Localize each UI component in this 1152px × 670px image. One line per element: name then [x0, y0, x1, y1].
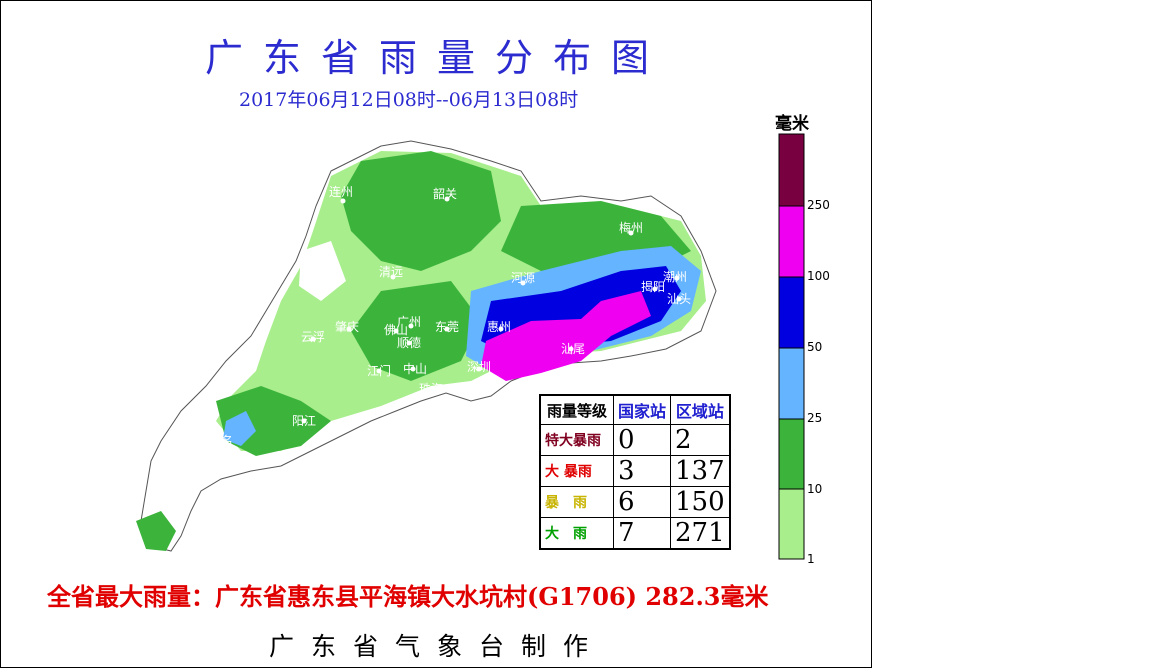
stats-row: 特大暴雨 0 2	[539, 424, 731, 456]
city-label: 云浮	[301, 330, 325, 344]
regional-count: 137	[670, 455, 731, 487]
legend-colorbar	[778, 133, 805, 560]
legend-tick: 100	[807, 269, 830, 283]
legend-tick: 25	[807, 411, 823, 425]
city-label: 梅州	[619, 220, 643, 235]
city-label: 汕头	[667, 292, 691, 306]
stats-header-row: 雨量等级 国家站 区域站	[539, 394, 731, 425]
regional-count: 271	[670, 517, 731, 550]
level-label: 暴 雨	[539, 486, 614, 518]
stats-row: 大 暴雨 3 137	[539, 455, 731, 487]
stats-row: 大 雨 7 271	[539, 517, 731, 550]
legend-swatch-6	[778, 133, 805, 207]
rain-zone-magenta	[481, 291, 651, 381]
city-label: 佛山	[384, 323, 408, 337]
max-rainfall-note: 全省最大雨量：广东省惠东县平海镇大水坑村(G1706) 282.3毫米	[47, 582, 769, 611]
time-range: 2017年06月12日08时--06月13日08时	[239, 89, 579, 111]
national-count: 7	[612, 517, 672, 550]
city-label: 汕尾	[561, 342, 585, 356]
rain-zone-west-blue	[223, 411, 256, 446]
city-label: 东莞	[435, 320, 459, 334]
city-label: 湛江	[173, 472, 197, 486]
legend-tick: 10	[807, 482, 823, 496]
city-label: 连州	[329, 184, 353, 199]
legend-tick: 1	[807, 552, 815, 566]
city-label: 珠海	[419, 381, 443, 396]
header-regional: 区域站	[670, 394, 731, 425]
city-label: 韶关	[433, 186, 457, 201]
city-label: 茂名	[209, 433, 233, 448]
level-label: 特大暴雨	[539, 424, 614, 456]
legend-swatch-3	[778, 347, 805, 420]
city-label: 江门	[367, 363, 391, 378]
rain-zone-green-center	[351, 281, 481, 381]
stats-row: 暴 雨 6 150	[539, 486, 731, 518]
city-label: 广州	[397, 315, 421, 329]
regional-count: 2	[670, 424, 731, 456]
level-label: 大 暴雨	[539, 455, 614, 487]
regional-count: 150	[670, 486, 731, 518]
rain-zone-green-north	[341, 151, 501, 271]
city-label: 阳江	[292, 414, 316, 428]
legend-swatch-4	[778, 276, 805, 349]
rain-zone-south-island	[136, 511, 176, 551]
legend-unit: 毫米	[775, 114, 809, 134]
city-label: 深圳	[467, 360, 491, 374]
rain-zone-nodata-west	[299, 241, 346, 301]
city-label: 肇庆	[335, 319, 359, 334]
rainfall-stats-table: 雨量等级 国家站 区域站 特大暴雨 0 2 大 暴雨 3 137 暴 雨 6 1…	[539, 394, 731, 550]
rainfall-map: 连州 韶关 梅州 河源 清远 潮州 揭阳 汕头 惠州 肇庆 广州 东莞 云浮 佛…	[136, 133, 805, 560]
city-label: 顺德	[397, 335, 421, 350]
national-count: 0	[612, 424, 672, 456]
national-count: 3	[612, 455, 672, 487]
city-label: 中山	[403, 361, 427, 376]
legend-swatch-5	[778, 205, 805, 278]
header-level: 雨量等级	[539, 394, 614, 425]
city-label: 惠州	[487, 320, 511, 334]
level-label: 大 雨	[539, 517, 614, 550]
producer-credit: 广东省气象台制作	[268, 632, 605, 661]
city-label: 清远	[379, 265, 403, 279]
legend-swatch-2	[778, 418, 805, 490]
header-national: 国家站	[612, 394, 672, 425]
national-count: 6	[612, 486, 672, 518]
city-label: 河源	[511, 271, 535, 285]
map-frame: 广东省雨量分布图 2017年06月12日08时--06月13日08时 连州 韶关…	[0, 0, 872, 668]
city-label: 潮州	[663, 269, 687, 284]
city-label: 揭阳	[641, 279, 665, 294]
legend-tick: 250	[807, 198, 830, 212]
map-title: 广东省雨量分布图	[204, 36, 669, 80]
city-labels: 连州 韶关 梅州 河源 清远 潮州 揭阳 汕头 惠州 肇庆 广州 东莞 云浮 佛…	[173, 184, 691, 486]
legend-tick: 50	[807, 340, 823, 354]
legend-swatch-1	[778, 488, 805, 560]
